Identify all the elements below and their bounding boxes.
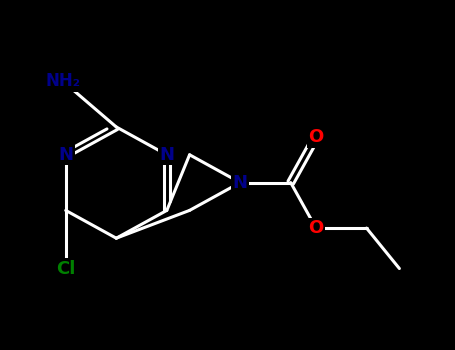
Text: N: N: [233, 174, 248, 191]
Text: N: N: [58, 146, 73, 164]
Text: O: O: [308, 219, 324, 237]
Text: NH₂: NH₂: [46, 72, 81, 90]
Text: N: N: [159, 146, 174, 164]
Text: O: O: [308, 128, 324, 146]
Text: Cl: Cl: [56, 260, 76, 278]
